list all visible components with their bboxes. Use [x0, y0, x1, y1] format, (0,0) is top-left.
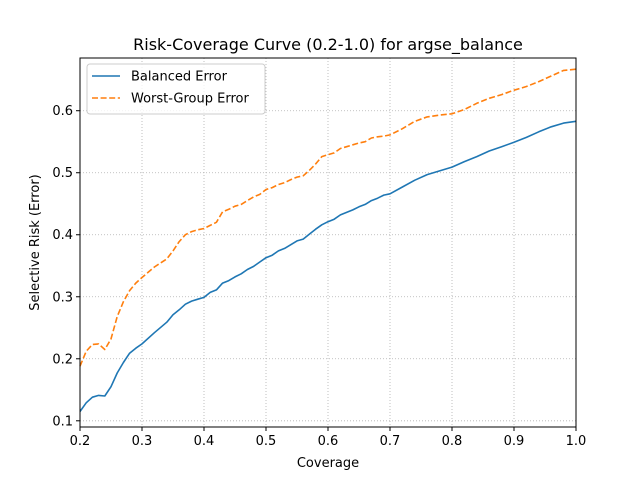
- x-tick-label: 0.2: [70, 434, 91, 449]
- x-tick-label: 0.5: [256, 434, 277, 449]
- legend-label: Worst-Group Error: [131, 92, 249, 107]
- legend-label: Balanced Error: [131, 70, 228, 85]
- x-tick-label: 0.7: [380, 434, 401, 449]
- y-axis-label: Selective Risk (Error): [28, 174, 43, 310]
- x-tick-label: 1.0: [566, 434, 587, 449]
- x-tick-label: 0.9: [504, 434, 525, 449]
- y-tick-label: 0.5: [52, 166, 73, 181]
- y-tick-label: 0.2: [52, 352, 73, 367]
- series-line-balanced-error: [79, 120, 577, 412]
- x-axis-label: Coverage: [297, 456, 359, 471]
- y-tick-label: 0.3: [52, 290, 73, 305]
- x-tick-label: 0.6: [318, 434, 339, 449]
- y-axis: 0.1 0.2 0.3 0.4 0.5 0.6: [52, 104, 80, 429]
- legend-box: [86, 63, 266, 115]
- chart-title: Risk-Coverage Curve (0.2-1.0) for argse_…: [133, 35, 523, 55]
- y-tick-label: 0.6: [52, 104, 73, 119]
- legend: Balanced Error Worst-Group Error: [86, 63, 266, 115]
- x-axis: 0.2 0.3 0.4 0.5 0.6 0.7 0.8 0.9 1.0: [70, 427, 587, 449]
- x-tick-label: 0.8: [442, 434, 463, 449]
- x-tick-label: 0.3: [132, 434, 153, 449]
- series-layer: [79, 68, 577, 412]
- x-tick-label: 0.4: [194, 434, 215, 449]
- y-tick-label: 0.1: [52, 414, 73, 429]
- series-line-worst-group-error: [79, 68, 577, 367]
- y-tick-label: 0.4: [52, 228, 73, 243]
